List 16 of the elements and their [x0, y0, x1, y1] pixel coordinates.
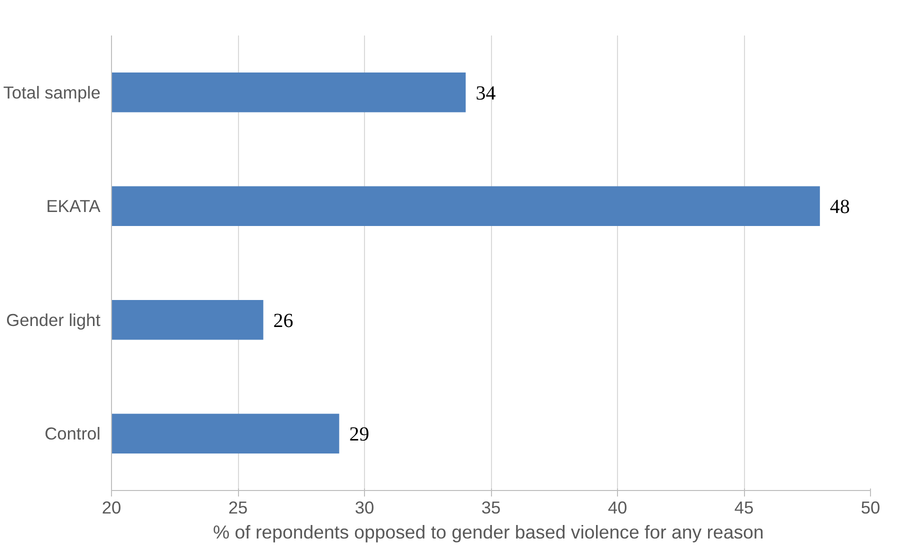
y-tick-label: Total sample	[3, 82, 101, 102]
y-tick-label: Gender light	[6, 310, 101, 330]
data-label: 26	[273, 310, 294, 332]
x-tick-label: 25	[228, 498, 248, 518]
x-tick-label: 40	[608, 498, 628, 518]
y-tick-label: Control	[44, 424, 101, 444]
x-tick-label: 50	[860, 498, 880, 518]
data-label: 29	[349, 424, 370, 446]
x-tick-label: 30	[354, 498, 374, 518]
data-label: 34	[476, 82, 496, 104]
x-tick-label: 20	[102, 498, 122, 518]
x-tick-label: 45	[734, 498, 754, 518]
data-label: 48	[830, 196, 850, 218]
x-axis-title: % of repondents opposed to gender based violence for any reason	[213, 522, 764, 542]
x-tick-label: 35	[481, 498, 501, 518]
y-tick-label: EKATA	[46, 196, 101, 216]
